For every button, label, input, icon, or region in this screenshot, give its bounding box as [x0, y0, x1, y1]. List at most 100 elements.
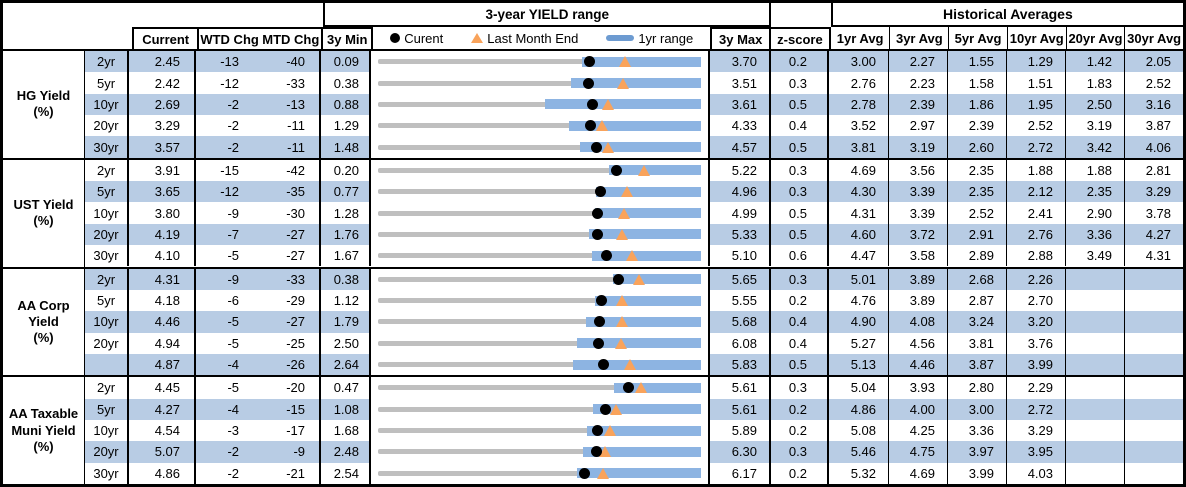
yield-group: AA Corp Yield (%) 2yr 4.31 -9 -33 0.38 5.65 0.3… [3, 266, 1183, 376]
current-cell: 4.45 [127, 377, 194, 399]
avg-cell [1065, 441, 1124, 463]
avg-cell: 4.76 [829, 289, 888, 312]
table-row: 4.87 -4 -26 2.64 5.83 0.5 5.13 4.46 3.87 3.99 [85, 353, 1183, 376]
z-score-cell: 0.2 [769, 289, 829, 312]
mtd-chg-cell: -27 [259, 245, 319, 267]
current-marker [583, 56, 595, 68]
3y-max-cell: 5.55 [710, 289, 769, 312]
avg-cell: 2.52 [1124, 72, 1183, 94]
avg-cell: 1.51 [1006, 72, 1065, 94]
avg-cell: 2.72 [1006, 136, 1065, 158]
group-rows: 2yr 4.45 -5 -20 0.47 5.61 0.3 5.04 3.93 2.80 2.29 5… [85, 377, 1183, 484]
wtd-chg-cell: -7 [194, 223, 259, 246]
avg-cell: 3.58 [888, 245, 947, 267]
col-header-30yr-avg: 30yr Avg [1124, 27, 1183, 49]
3y-max-cell: 4.33 [710, 115, 769, 137]
range-3y-track [378, 101, 701, 107]
range-1yr-bar [569, 120, 701, 131]
col-header-3y-max: 3y Max [712, 27, 772, 49]
avg-cell: 2.26 [1006, 268, 1065, 290]
wtd-chg-cell: -5 [194, 245, 259, 267]
z-score-cell: 0.5 [769, 223, 829, 246]
avg-cell: 2.35 [947, 159, 1006, 182]
current-marker [622, 382, 634, 394]
3y-min-cell: 2.48 [319, 441, 369, 463]
table-row: 30yr 4.10 -5 -27 1.67 5.10 0.6 4.47 3.58 2.89 2.88… [85, 245, 1183, 267]
current-marker [586, 98, 598, 110]
current-cell: 4.46 [127, 311, 194, 333]
last-month-end-marker [624, 359, 637, 371]
avg-cell: 3.36 [1065, 223, 1124, 246]
avg-cell [1124, 353, 1183, 376]
avg-cell: 3.97 [947, 441, 1006, 463]
avg-cell: 2.41 [1006, 202, 1065, 224]
avg-cell: 2.70 [1006, 289, 1065, 312]
avg-cell: 2.23 [888, 72, 947, 94]
tenor-cell: 10yr [85, 419, 127, 442]
last-month-end-marker [614, 337, 627, 349]
current-cell: 4.18 [127, 289, 194, 312]
avg-cell [1065, 289, 1124, 312]
avg-cell [1124, 462, 1183, 484]
current-cell: 4.54 [127, 419, 194, 442]
avg-cell: 1.29 [1006, 51, 1065, 73]
3y-max-cell: 6.30 [710, 441, 769, 463]
range-1yr-bar [593, 404, 701, 415]
range-track-wrap [378, 202, 701, 223]
avg-cell: 4.30 [829, 181, 888, 203]
z-score-cell: 0.3 [769, 377, 829, 399]
tenor-cell: 10yr [85, 202, 127, 224]
tenor-cell: 30yr [85, 245, 127, 267]
3y-min-cell: 1.79 [319, 311, 369, 333]
range-1yr-bar [579, 142, 701, 153]
3y-max-cell: 5.83 [710, 353, 769, 376]
range-chart [369, 377, 710, 399]
range-chart-legend: Curent Last Month End 1yr range [373, 27, 713, 49]
avg-cell: 3.19 [888, 136, 947, 158]
last-month-end-marker [617, 207, 630, 219]
range-chart [369, 93, 710, 116]
header-row-1: 3-year YIELD range Historical Averages [3, 3, 1183, 27]
current-marker [590, 141, 602, 153]
range-3y-track [378, 59, 701, 65]
range-3y-track [378, 167, 701, 173]
3y-max-cell: 5.22 [710, 159, 769, 182]
avg-cell: 2.72 [1006, 398, 1065, 420]
avg-cell: 1.88 [1065, 159, 1124, 182]
z-score-cell: 0.3 [769, 72, 829, 94]
3y-min-cell: 0.38 [319, 268, 369, 290]
mtd-chg-cell: -29 [259, 289, 319, 312]
table-row: 2yr 2.45 -13 -40 0.09 3.70 0.2 3.00 2.27 1.55 1.29… [85, 51, 1183, 73]
group-rows: 2yr 3.91 -15 -42 0.20 5.22 0.3 4.69 3.56 2.35 1.88… [85, 159, 1183, 267]
avg-cell [1124, 268, 1183, 290]
group-label: AA Corp Yield (%) [3, 268, 85, 376]
table-row: 2yr 4.45 -5 -20 0.47 5.61 0.3 5.04 3.93 2.80 2.29 [85, 377, 1183, 399]
last-month-end-marker [604, 425, 617, 437]
range-chart [369, 181, 710, 203]
range-1yr-bar [588, 229, 701, 240]
avg-cell [1124, 441, 1183, 463]
current-marker [594, 316, 606, 328]
last-month-end-marker [616, 228, 629, 240]
tenor-cell: 5yr [85, 398, 127, 420]
col-header-mtd-chg: MTD Chg [262, 31, 320, 47]
current-cell: 2.42 [127, 72, 194, 94]
avg-cell: 2.68 [947, 268, 1006, 290]
avg-cell: 4.75 [888, 441, 947, 463]
avg-cell: 4.31 [1124, 245, 1183, 267]
range-1yr-bar [573, 359, 701, 370]
range-track-wrap [378, 72, 701, 93]
avg-cell: 4.25 [888, 419, 947, 442]
3y-min-cell: 0.77 [319, 181, 369, 203]
mtd-chg-cell: -15 [259, 398, 319, 420]
historical-averages-title: Historical Averages [830, 3, 1183, 27]
last-month-end-marker [616, 295, 629, 307]
avg-cell: 5.08 [829, 419, 888, 442]
3y-max-cell: 4.99 [710, 202, 769, 224]
avg-cell: 4.31 [829, 202, 888, 224]
range-1yr-bar [586, 425, 701, 436]
avg-cell: 3.72 [888, 223, 947, 246]
range-track-wrap [378, 354, 701, 375]
col-header-3yr-avg: 3yr Avg [889, 27, 948, 49]
